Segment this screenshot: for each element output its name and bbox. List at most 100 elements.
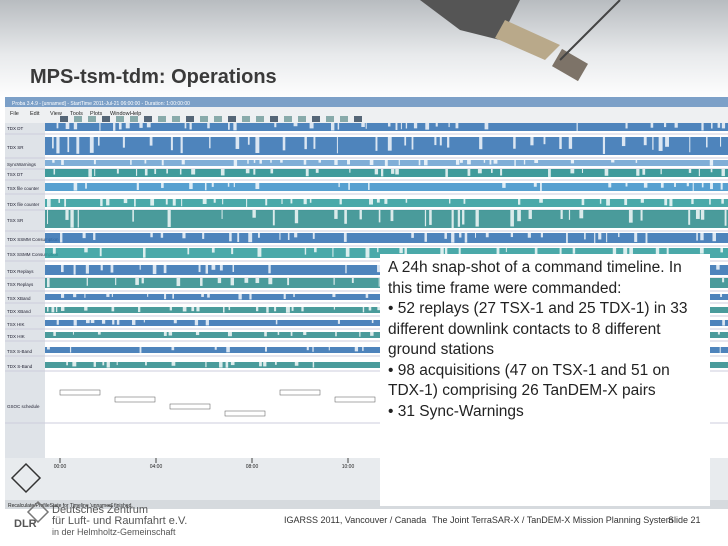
track-bar (139, 265, 141, 270)
track-label: TSX SR (7, 218, 24, 223)
track-bar (229, 233, 232, 242)
track-bar (347, 160, 351, 165)
toolbar-icon (340, 116, 348, 122)
track-bar (73, 183, 78, 191)
track-bar (475, 233, 477, 238)
track-bar (333, 307, 336, 310)
track-bar (451, 210, 454, 228)
track-bar (411, 137, 414, 150)
track-bar (283, 294, 286, 300)
track-bar (89, 137, 94, 153)
track-bar (699, 248, 704, 254)
track-bar (628, 210, 633, 223)
track-bar (97, 137, 100, 146)
track-bar (618, 233, 620, 238)
track-bar (164, 294, 167, 300)
track-label: TDX S-Band (7, 364, 33, 369)
track-bar (625, 183, 628, 187)
track-bar (688, 210, 691, 225)
schedule-block (334, 396, 376, 403)
track-label: TDX XBand (7, 309, 31, 314)
track-bar (52, 137, 54, 149)
toolbar-icon (256, 116, 264, 122)
track-bar (161, 160, 164, 166)
track-bar (214, 347, 217, 350)
track-bar (398, 160, 400, 166)
track-bar (391, 169, 395, 174)
track-label: SyncWarnings (7, 162, 37, 167)
track-bar (640, 199, 644, 203)
track-bar (505, 248, 507, 253)
track-bar (293, 294, 295, 298)
track-bar (139, 123, 143, 128)
track-bar (384, 199, 388, 204)
track-bar (171, 362, 176, 366)
track-bar (462, 210, 465, 225)
track-bar (172, 294, 174, 299)
track-band (45, 169, 728, 177)
track-bar (303, 332, 307, 336)
track-bar (411, 233, 414, 238)
track-bar (67, 137, 70, 153)
track-bar (205, 362, 207, 368)
track-bar (351, 278, 354, 283)
track-bar (527, 233, 531, 238)
track-bar (359, 332, 361, 337)
track-bar (625, 123, 628, 129)
track-bar (172, 199, 176, 206)
status-text: Recalculate/ProfileState for Timeline 'u… (8, 503, 133, 509)
track-bar (285, 307, 290, 313)
note-box: A 24h snap-shot of a command timeline. I… (380, 254, 710, 506)
track-bar (84, 307, 88, 311)
track-bar (238, 294, 242, 300)
track-bar (97, 332, 101, 335)
track-bar (611, 160, 615, 163)
track-bar (181, 160, 185, 165)
track-bar (122, 137, 125, 148)
menu-item: Edit (30, 111, 40, 117)
track-bar (304, 137, 307, 150)
track-bar (228, 307, 231, 311)
track-bar (459, 233, 462, 238)
track-bar (721, 169, 725, 177)
track-bar (365, 248, 370, 258)
track-bar (144, 160, 147, 164)
track-bar (149, 137, 153, 146)
track-bar (139, 347, 142, 353)
schedule-block (224, 410, 266, 417)
track-bar (608, 183, 612, 188)
track-bar (47, 199, 51, 207)
track-bar (60, 307, 65, 311)
track-bar (540, 183, 542, 191)
track-bar (163, 332, 167, 336)
track-bar (309, 123, 314, 129)
track-bar (706, 137, 708, 148)
track-bar (689, 137, 691, 153)
track-bar (650, 123, 654, 128)
track-bar (257, 248, 262, 257)
track-bar (669, 199, 673, 207)
track-bar (309, 199, 312, 203)
track-bar (60, 233, 63, 243)
track-bar (220, 169, 225, 176)
track-bar (387, 137, 392, 151)
track-bar (264, 347, 267, 352)
track-bar (559, 137, 562, 149)
track-bar (490, 169, 493, 173)
org-line: in der Helmholtz-Gemeinschaft (52, 527, 176, 537)
track-bar (52, 160, 55, 163)
track-bar (82, 233, 86, 239)
track-bar (294, 233, 298, 238)
track-bar (660, 183, 664, 188)
track-bar (184, 123, 187, 129)
track-bar (483, 160, 486, 163)
track-bar (134, 199, 136, 207)
track-bar (390, 210, 394, 222)
track-bar (294, 362, 299, 366)
track-bar (369, 199, 373, 205)
track-bar (173, 320, 177, 324)
track-bar (230, 362, 235, 366)
track-bar (135, 169, 138, 176)
track-bar (116, 169, 119, 174)
toolbar-icon (326, 116, 334, 122)
